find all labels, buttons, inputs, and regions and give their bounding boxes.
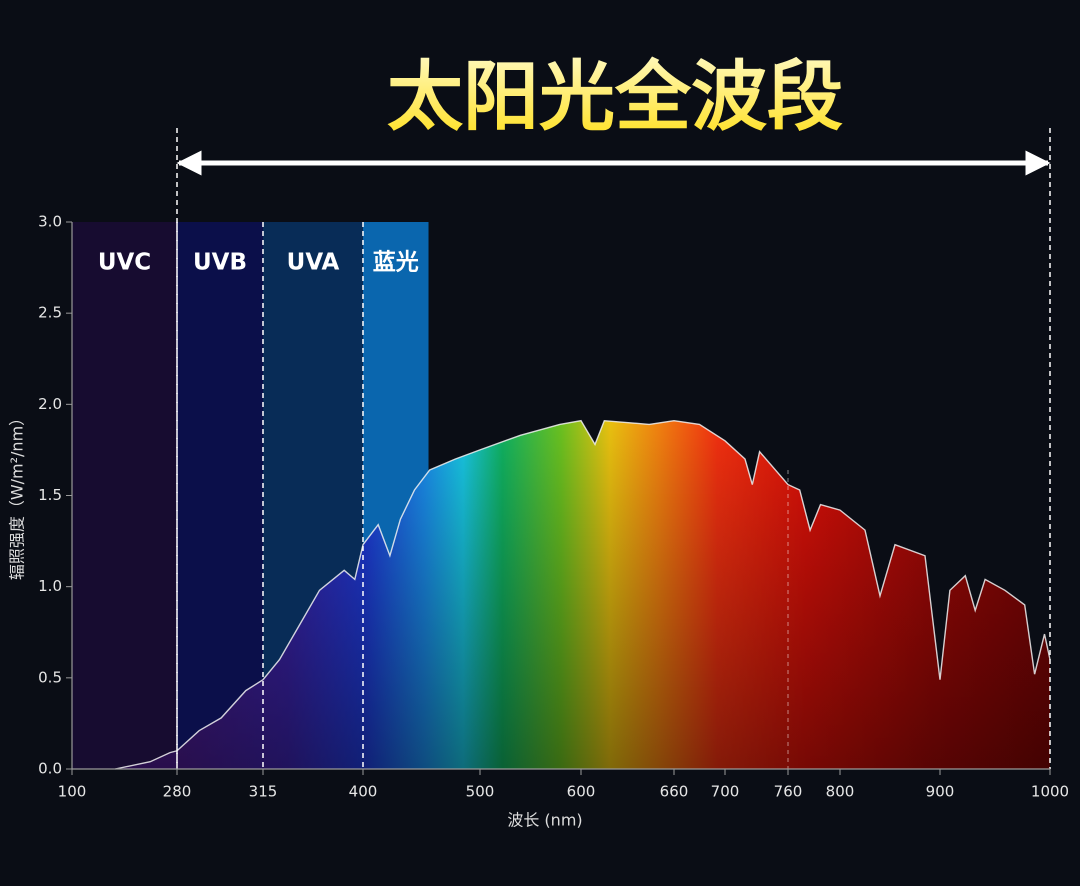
x-tick-label: 1000	[1031, 783, 1069, 801]
y-tick-label: 1.5	[38, 486, 62, 504]
y-tick-label: 2.0	[38, 395, 62, 413]
y-tick-label: 0.0	[38, 760, 62, 778]
band-label: 蓝光	[373, 249, 419, 276]
band-label: UVB	[193, 250, 247, 276]
spectrum-line	[115, 419, 1051, 770]
band	[177, 222, 263, 769]
x-tick-label: 400	[349, 783, 378, 801]
x-tick-label: 315	[249, 783, 278, 801]
x-tick-label: 660	[660, 783, 689, 801]
x-tick-label: 600	[567, 783, 596, 801]
y-tick-label: 0.5	[38, 668, 62, 686]
x-tick-label: 500	[466, 783, 495, 801]
x-tick-label: 800	[826, 783, 855, 801]
x-tick-label: 900	[926, 783, 955, 801]
plot	[115, 128, 1051, 770]
x-tick-label: 760	[774, 783, 803, 801]
band	[72, 222, 177, 769]
y-tick-label: 3.0	[38, 213, 62, 231]
y-tick-label: 1.0	[38, 577, 62, 595]
chart-title: 太阳光全波段	[387, 52, 843, 141]
y-axis-title: 辐照强度（W/m²/nm）	[8, 410, 27, 580]
x-tick-label: 700	[711, 783, 740, 801]
band-label: UVA	[287, 250, 340, 276]
x-axis-title: 波长 (nm)	[507, 811, 582, 830]
band-label: UVC	[98, 250, 151, 276]
x-tick-label: 100	[58, 783, 87, 801]
spectrum-shade	[115, 420, 1050, 769]
x-tick-label: 280	[163, 783, 192, 801]
y-tick-label: 2.5	[38, 304, 62, 322]
